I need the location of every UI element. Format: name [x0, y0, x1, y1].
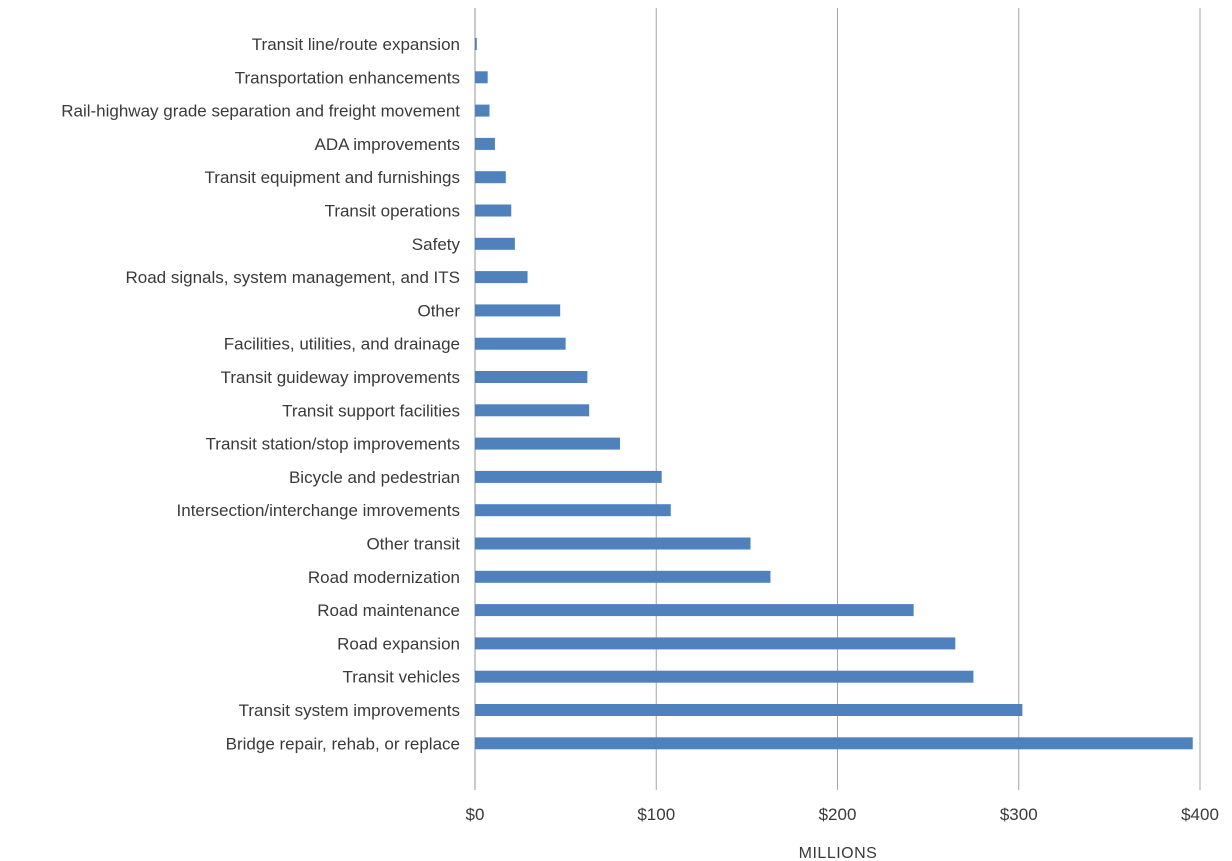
category-label: Rail-highway grade separation and freigh… — [61, 102, 460, 121]
bar-17 — [475, 604, 914, 617]
x-tick-label: $0 — [466, 805, 485, 824]
category-label: Transit vehicles — [343, 668, 460, 687]
category-label: Intersection/interchange imrovements — [177, 501, 460, 520]
category-label: Other transit — [366, 535, 460, 554]
x-tick-label: $200 — [819, 805, 857, 824]
category-label: Safety — [412, 235, 461, 254]
category-label: Transit operations — [325, 202, 460, 221]
category-label: Road modernization — [308, 568, 460, 587]
x-tick-label: $300 — [1000, 805, 1038, 824]
x-tick-labels: $0 $100 $200 $300 $400 — [466, 805, 1219, 824]
category-label: Bridge repair, rehab, or replace — [226, 734, 460, 753]
bar-15 — [475, 537, 751, 550]
bar-9 — [475, 337, 566, 350]
bar-10 — [475, 371, 588, 383]
bar-8 — [475, 304, 561, 317]
x-tick-label: $100 — [637, 805, 675, 824]
bar-7 — [475, 271, 528, 284]
category-label: ADA improvements — [315, 135, 461, 154]
x-tick-label: $400 — [1181, 805, 1219, 824]
bar-11 — [475, 404, 590, 417]
category-label: Road maintenance — [317, 601, 460, 620]
category-label: Transit line/route expansion — [252, 35, 460, 54]
bar-5 — [475, 204, 512, 217]
category-labels: Transit line/route expansion Transportati… — [61, 35, 460, 753]
bar-18 — [475, 637, 956, 650]
category-label: Transit guideway improvements — [221, 368, 460, 387]
category-label: Transit station/stop improvements — [206, 435, 460, 454]
bar-16 — [475, 570, 771, 583]
category-label: Road signals, system management, and ITS — [126, 268, 461, 287]
category-label: Facilities, utilities, and drainage — [224, 335, 460, 354]
grid-lines — [474, 8, 1201, 790]
x-axis-title: MILLIONS — [799, 845, 878, 861]
bar-4 — [475, 171, 506, 184]
bar-19 — [475, 670, 974, 683]
bar-21 — [475, 737, 1193, 750]
bar-3 — [475, 137, 495, 150]
bar-20 — [475, 704, 1023, 716]
category-label: Transportation enhancements — [235, 68, 460, 87]
category-label: Road expansion — [337, 634, 460, 653]
category-label: Other — [417, 301, 460, 320]
bar-2 — [475, 104, 490, 117]
bar-13 — [475, 470, 662, 483]
bar-6 — [475, 237, 515, 250]
category-label: Transit support facilities — [282, 401, 460, 420]
bar-0 — [475, 38, 477, 50]
category-label: Bicycle and pedestrian — [289, 468, 460, 487]
bar-14 — [475, 504, 671, 517]
category-label: Transit equipment and furnishings — [205, 168, 460, 187]
bars — [475, 38, 1193, 750]
category-label: Transit system improvements — [239, 701, 460, 720]
bar-1 — [475, 71, 488, 84]
bar-12 — [475, 437, 620, 450]
